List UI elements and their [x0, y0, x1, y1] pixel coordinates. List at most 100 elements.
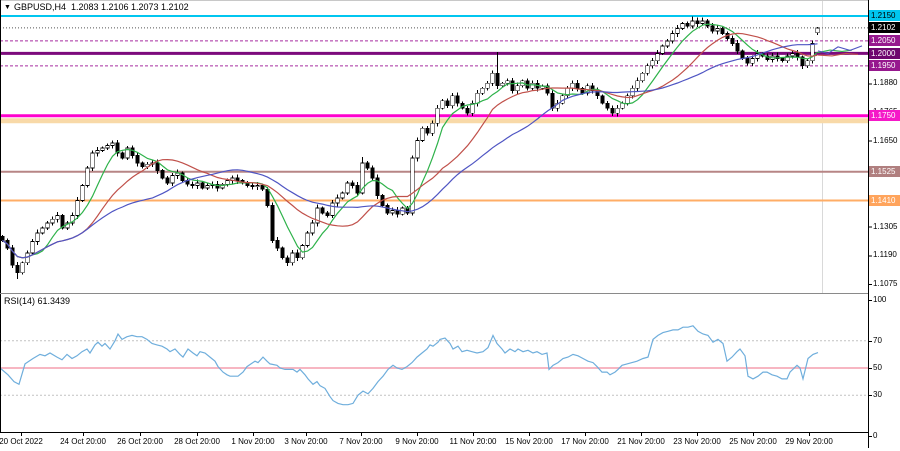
time-tick-label: 17 Nov 20:00 [561, 437, 609, 446]
candle [335, 197, 340, 204]
candle [180, 172, 185, 181]
candle [420, 127, 425, 142]
candle [440, 100, 445, 109]
candle [0, 236, 5, 241]
candle [475, 92, 480, 104]
candle [260, 185, 265, 190]
candle [605, 102, 610, 109]
candle [655, 52, 660, 62]
candle [425, 127, 430, 134]
rsi-tick-30: 30 [873, 390, 882, 400]
time-tick-label: 7 Nov 20:00 [339, 437, 383, 446]
time-tick-label: 25 Nov 20:00 [729, 437, 777, 446]
candle [370, 167, 375, 179]
candle [225, 180, 230, 185]
candle [105, 145, 110, 149]
candle [480, 87, 485, 94]
price-tick-1.1190: 1.1190 [873, 250, 897, 260]
candle [795, 52, 800, 58]
candle [345, 182, 350, 194]
candle [390, 210, 395, 214]
candle [650, 60, 655, 67]
candle [600, 95, 605, 104]
candle [735, 42, 740, 52]
candle [355, 185, 360, 194]
candle [290, 252, 295, 264]
main-price-panel[interactable] [0, 0, 868, 293]
candle [215, 183, 220, 189]
candle [465, 107, 470, 114]
forward-overlay-line-0 [817, 49, 853, 54]
candle [255, 185, 260, 188]
candle [800, 56, 805, 67]
candle [720, 28, 725, 34]
rsi-line [0, 325, 819, 406]
candle [785, 55, 790, 62]
symbol-dropdown-icon[interactable]: ▼ [4, 4, 11, 11]
candle [445, 100, 450, 107]
candle [205, 185, 210, 189]
candle [285, 257, 290, 264]
time-tick-label: 1 Nov 20:00 [231, 437, 275, 446]
forward-overlay-line-1 [817, 52, 859, 57]
time-tick-label: 29 Nov 20:00 [785, 437, 833, 446]
chart-ohlc-values: 1.2083 1.2106 1.2073 1.2102 [70, 2, 189, 12]
level-price-label-1.1950: 1.1950 [869, 60, 900, 72]
candle [495, 72, 500, 87]
candle [315, 207, 320, 224]
candle [170, 175, 175, 184]
candle [805, 60, 810, 67]
candlestick-series [0, 16, 820, 280]
candle [310, 222, 315, 234]
price-axis[interactable]: 1.18801.17651.16501.13051.11901.10751.21… [869, 0, 900, 451]
time-tick-label: 11 Nov 20:00 [449, 437, 497, 446]
candle [165, 177, 170, 184]
chart-title: ▼ GBPUSD,H4 1.2083 1.2106 1.2073 1.2102 [4, 2, 189, 12]
level-price-label-1.2150: 1.2150 [869, 10, 900, 22]
candle [80, 185, 85, 201]
candle [325, 212, 330, 216]
candle [125, 147, 130, 159]
candle [515, 85, 520, 92]
candle [645, 65, 650, 74]
panel-borders [0, 0, 872, 448]
level-price-label-1.2000: 1.2000 [869, 47, 900, 59]
candle [815, 27, 820, 34]
candle [675, 28, 680, 34]
candle [115, 142, 120, 154]
time-tick-label: 24 Oct 20:00 [60, 437, 106, 446]
candle [350, 182, 355, 186]
rsi-panel[interactable] [0, 325, 868, 406]
candle [120, 152, 125, 159]
candle [100, 147, 105, 152]
candle [745, 57, 750, 64]
candle [740, 50, 745, 59]
candle [360, 162, 365, 194]
candle [250, 185, 255, 188]
candle [550, 92, 555, 109]
candle [85, 167, 90, 186]
candle [305, 232, 310, 246]
candle [395, 210, 400, 215]
candle [155, 162, 160, 171]
ma-mid-line [2, 32, 818, 259]
candle [200, 182, 205, 189]
candle [40, 227, 45, 234]
candle [25, 252, 30, 264]
time-axis[interactable]: 20 Oct 2022 24 Oct 20:00 26 Oct 20:00 28 Oc… [0, 433, 868, 451]
candle [45, 222, 50, 229]
candle [695, 20, 700, 24]
candle [640, 72, 645, 82]
candle [680, 23, 685, 29]
forward-overlay-line-2 [817, 45, 863, 54]
candle [730, 38, 735, 44]
candle [705, 20, 710, 27]
candle [195, 182, 200, 186]
candle [485, 82, 490, 89]
candle [110, 142, 115, 147]
candle [625, 95, 630, 104]
candle [620, 102, 625, 109]
candle [790, 52, 795, 57]
